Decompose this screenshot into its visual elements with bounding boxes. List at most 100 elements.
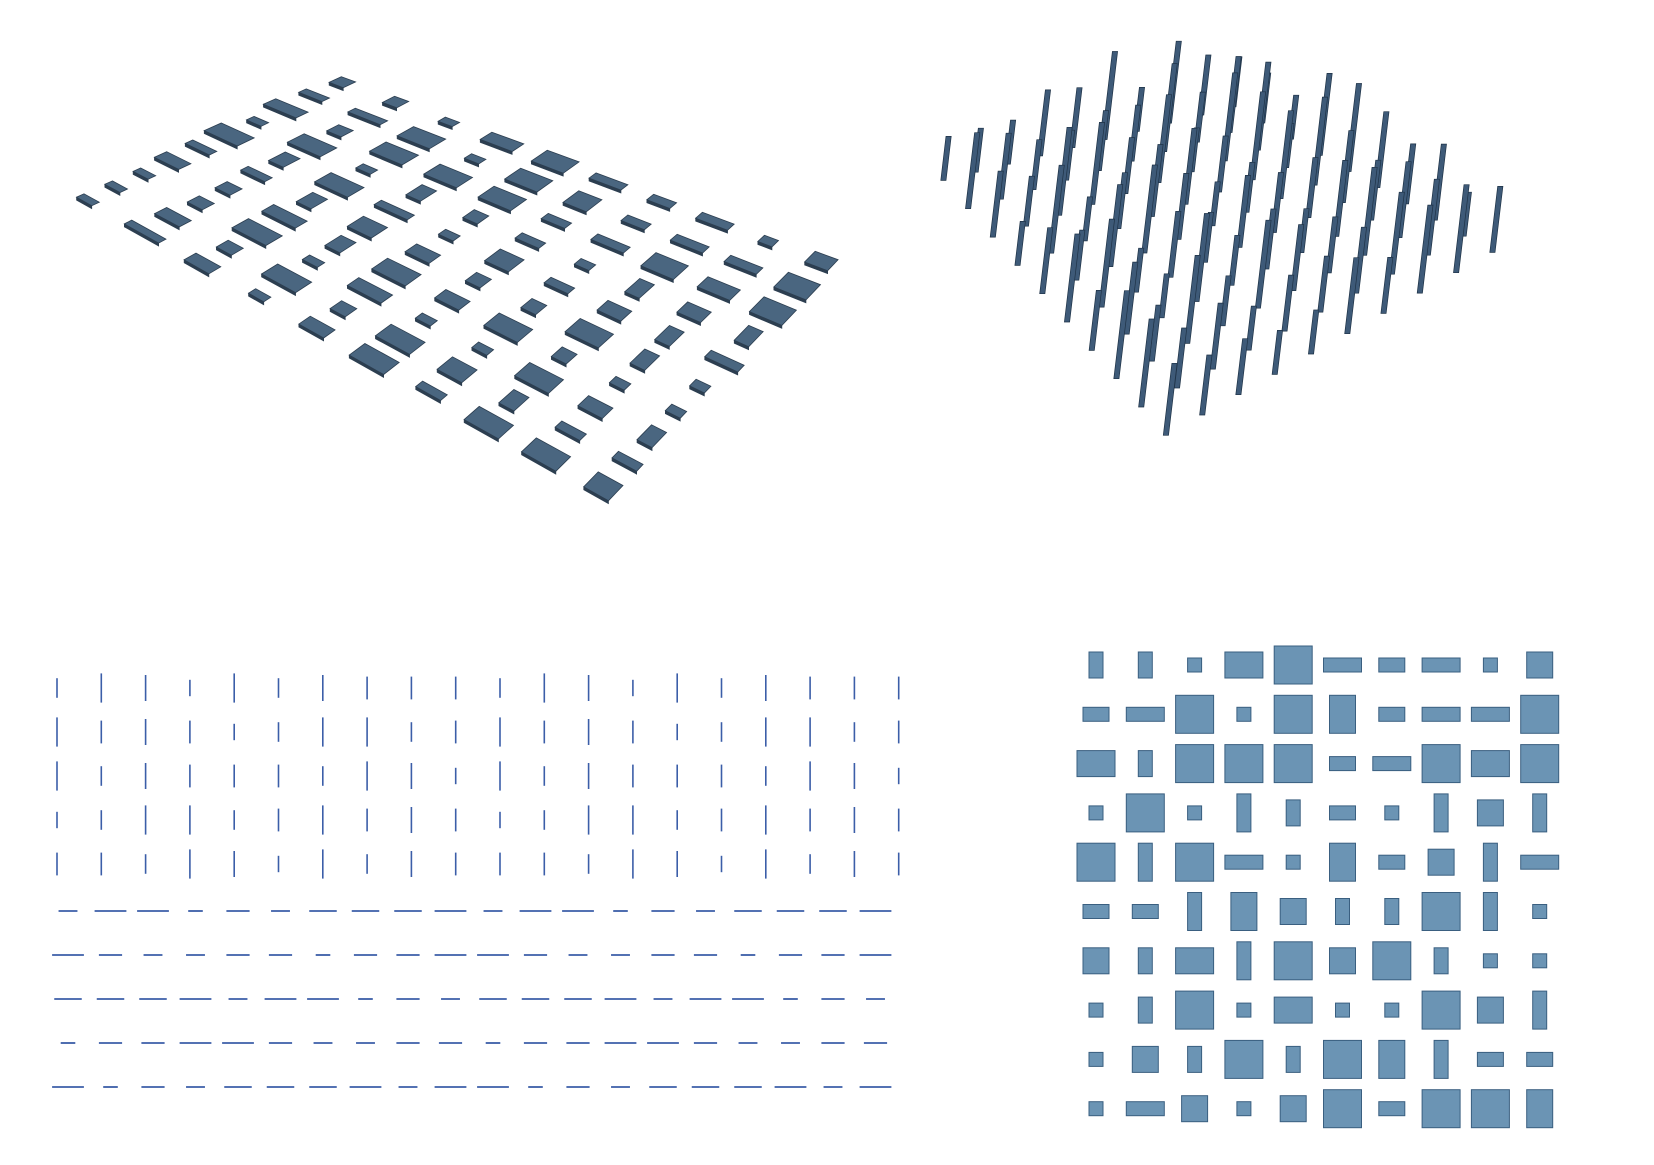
plan-rectangle: [1273, 645, 1313, 685]
plan-rectangle: [1335, 898, 1350, 925]
slab-tile: [503, 167, 554, 193]
slab-tile: [590, 233, 631, 254]
plan-rectangle: [1323, 1089, 1362, 1129]
slab-tile: [437, 116, 461, 128]
plan-rectangle: [1082, 904, 1110, 919]
slab-tile: [562, 190, 603, 213]
slab-tile: [477, 185, 528, 212]
plan-rectangle: [1323, 1039, 1362, 1079]
slab-tile: [262, 98, 310, 119]
slab-tile: [803, 250, 839, 272]
slab-tile: [324, 234, 357, 254]
plan-rectangle: [1433, 1039, 1449, 1079]
slab-tile: [123, 219, 167, 244]
slab-tile: [636, 424, 668, 449]
plan-rectangle: [1175, 694, 1215, 734]
slab-tile: [183, 252, 222, 275]
rod: [1236, 175, 1251, 248]
plan-rectangle: [1273, 694, 1313, 734]
slab-tile: [295, 191, 329, 210]
plan-rectangle: [1285, 1045, 1301, 1073]
plan-rectangle: [1335, 1002, 1350, 1018]
slab-tile: [153, 151, 192, 170]
perspective-rod-grid: [940, 40, 1504, 436]
plan-rectangle: [1378, 657, 1406, 673]
slab-tile: [554, 420, 588, 441]
slab-tile: [325, 124, 355, 138]
plan-rectangle: [1520, 854, 1560, 870]
plan-rectangle: [1329, 756, 1356, 772]
slab-tile: [132, 167, 157, 180]
slab-tile: [346, 107, 389, 126]
plan-rectangle: [1224, 744, 1264, 784]
plan-rectangle: [1532, 904, 1548, 919]
plan-rectangle: [1137, 947, 1153, 975]
slab-tile: [297, 88, 331, 103]
slab-tile: [463, 405, 515, 440]
slab-tile: [704, 349, 745, 373]
slab-tile: [479, 131, 525, 152]
plan-rectangle: [1137, 996, 1153, 1024]
slab-tile: [422, 163, 474, 189]
slab-tile: [608, 375, 632, 391]
plan-rectangle: [1384, 898, 1400, 925]
slab-tile: [214, 181, 243, 196]
slab-tile: [694, 211, 735, 231]
rod: [1219, 275, 1232, 327]
plan-rectangle: [1470, 1089, 1510, 1129]
plan-rectangle: [1137, 842, 1153, 882]
rod: [1228, 234, 1241, 286]
slab-tile: [231, 218, 284, 246]
rod: [1088, 290, 1102, 351]
slab-tile: [348, 343, 400, 375]
plan-rectangle: [1273, 996, 1313, 1024]
plan-rectangle: [1532, 953, 1548, 969]
rod: [1162, 362, 1178, 436]
slab-tile: [471, 341, 495, 356]
rod: [1174, 327, 1188, 389]
plan-rectangle: [1378, 854, 1406, 870]
rod: [1235, 338, 1249, 396]
slab-tile: [520, 298, 548, 316]
plan-rectangle: [1088, 1002, 1104, 1018]
plan-rectangle: [1088, 1101, 1104, 1117]
plan-rectangle: [1082, 947, 1110, 975]
plan-rectangle: [1088, 651, 1104, 679]
slab-tile: [463, 153, 487, 165]
plan-rectangle: [1532, 990, 1548, 1030]
plan-rectangle: [1421, 892, 1461, 931]
plan-rectangle: [1236, 793, 1252, 833]
slab-tile: [153, 207, 193, 228]
slab-tile: [186, 195, 216, 211]
rod: [1193, 213, 1210, 302]
plan-rectangle: [1433, 793, 1449, 833]
plan-rectangle: [1137, 750, 1153, 778]
plan-rectangle: [1236, 1002, 1252, 1018]
slab-tile: [640, 252, 690, 280]
slab-tile: [540, 212, 573, 229]
rod: [1453, 184, 1470, 274]
slab-tile: [404, 243, 442, 264]
rod: [940, 136, 952, 181]
rod: [1216, 135, 1229, 193]
slab-tile: [483, 312, 534, 343]
plan-rectangle: [1421, 657, 1461, 673]
plan-rectangle: [1224, 651, 1264, 679]
rod: [1022, 175, 1035, 227]
slab-tile: [530, 149, 580, 174]
plan-rectangle: [1187, 1045, 1203, 1073]
plan-rectangle: [1427, 848, 1455, 876]
slab-tile: [313, 172, 365, 198]
slab-tile: [260, 204, 309, 229]
plan-rectangle: [1470, 750, 1510, 778]
plan-rectangle: [1421, 744, 1461, 784]
slab-tile: [583, 471, 624, 502]
plan-rectangle: [1236, 706, 1252, 722]
slab-tile: [513, 362, 565, 394]
plan-rectangle: [1088, 805, 1104, 821]
rod: [989, 170, 1004, 238]
plan-rectangle: [1125, 706, 1165, 722]
plan-rectangle: [1088, 1051, 1104, 1067]
slab-tile: [696, 276, 742, 301]
